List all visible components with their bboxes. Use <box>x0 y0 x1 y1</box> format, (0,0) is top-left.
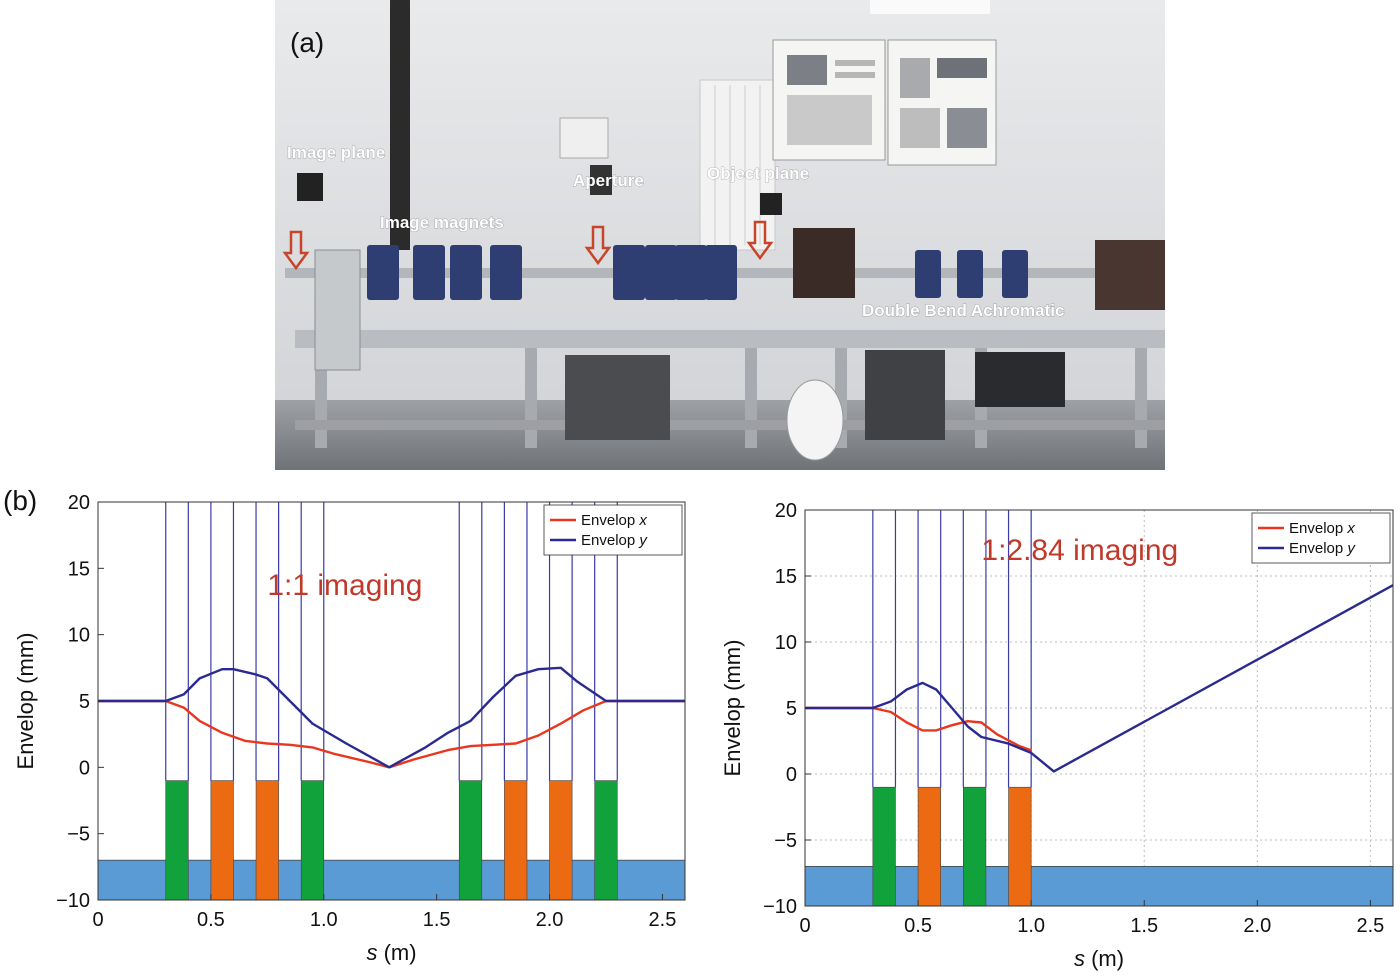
monitor <box>975 352 1065 407</box>
chart1-x-tick-label-0: 0 <box>799 915 810 937</box>
chart0-magnet-4 <box>458 780 483 901</box>
chart1-x-axis-title: s (m) <box>1074 946 1124 971</box>
chart0-series-envelop-x <box>98 699 685 769</box>
dipole-magnet-1 <box>793 228 855 298</box>
chart1-y-tick-label-2: 0 <box>786 764 797 786</box>
chart1-magnet-2 <box>963 786 987 907</box>
chart0-beamline-band <box>97 859 686 901</box>
wall-posters <box>772 39 997 166</box>
floor <box>275 400 1165 470</box>
wall-pipe <box>390 0 410 250</box>
chart1-x-tick-label-1: 0.5 <box>904 915 932 937</box>
envelope-chart-1to1: 0 0.5 1.0 1.5 2.0 2.5 −10 −5 0 5 10 15 20 s (m) Envelo… <box>13 492 686 965</box>
chart0-y-tick-label-0: −10 <box>56 890 90 912</box>
chart0-y-tick-label-5: 15 <box>68 558 90 580</box>
chart1-series-envelop-y <box>805 584 1394 773</box>
chart0-y-tick-label-6: 20 <box>68 492 90 514</box>
chart0-y-tick-label-2: 0 <box>79 757 90 779</box>
support-bench <box>295 330 1165 448</box>
chart1-x-tick-label-2: 1.0 <box>1017 915 1045 937</box>
chart1-x-tick-label-5: 2.5 <box>1356 915 1384 937</box>
chart1-y-axis-title: Envelop (mm) <box>720 640 745 777</box>
chart0-x-axis-title: s (m) <box>366 940 416 965</box>
lab-photo-panel: (a) Image plane Image magnets Aperture O… <box>275 0 1165 470</box>
aperture-device <box>590 165 612 195</box>
chart0-legend-label-0: Envelop x <box>581 512 647 529</box>
panel-a-label: (a) <box>290 27 324 58</box>
chart1-legend-label-1: Envelop y <box>1289 540 1356 557</box>
annot-aperture: Aperture <box>573 171 644 190</box>
envelope-charts: (b) 0 0.5 1.0 1.5 2.0 2.5 −10 −5 0 5 10 15 20 s (m) En… <box>3 485 1394 971</box>
chart1-legend <box>1251 512 1391 564</box>
chart0-magnet-2 <box>255 780 279 901</box>
chart0-magnet-7 <box>594 780 618 901</box>
chart1-x-tick-label-3: 1.5 <box>1130 915 1158 937</box>
chart1-y-tick-label-0: −10 <box>763 896 797 918</box>
image-magnets <box>367 245 1028 300</box>
chart1-magnet-3 <box>1008 786 1032 907</box>
chart0-x-tick-label-2: 1.0 <box>310 909 338 931</box>
chart0-y-tick-label-4: 10 <box>68 625 90 647</box>
chart0-magnet-6 <box>549 780 573 901</box>
radiator <box>699 79 776 251</box>
chart0-legend-label-1: Envelop y <box>581 532 648 549</box>
chart0-x-tick-label-5: 2.5 <box>649 909 677 931</box>
chart0-magnet-0 <box>165 780 189 901</box>
chart0-series-envelop-y <box>98 666 685 769</box>
image-chamber <box>314 249 361 371</box>
chart0-x-tick-label-1: 0.5 <box>197 909 225 931</box>
chart1-series-envelop-x <box>805 706 1032 752</box>
panel-b-label: (b) <box>3 485 37 516</box>
chart1-y-tick-label-1: −5 <box>774 830 797 852</box>
annot-double-bend-achromatic: Double Bend Achromatic <box>862 301 1064 320</box>
chart0-imaging-label: 1:1 imaging <box>267 569 422 602</box>
chart0-magnet-3 <box>300 780 325 901</box>
electronics-rack-left <box>565 355 670 440</box>
chart0-x-tick-label-0: 0 <box>92 909 103 931</box>
chart1-magnet-0 <box>872 786 896 907</box>
chart0-y-tick-label-1: −5 <box>67 824 90 846</box>
ceiling-light <box>870 0 990 14</box>
chart1-legend-label-0: Envelop x <box>1289 520 1355 537</box>
chart0-magnet-5 <box>504 780 528 901</box>
lab-photo: (a) Image plane Image magnets Aperture O… <box>275 0 1165 470</box>
object-plane-camera <box>760 193 782 215</box>
annot-image-plane: Image plane <box>287 143 385 162</box>
chart1-y-tick-label-5: 15 <box>775 566 797 588</box>
annot-object-plane: Object plane <box>707 164 809 183</box>
chart1-beamline-band <box>804 865 1394 907</box>
chart1-y-tick-label-6: 20 <box>775 500 797 522</box>
envelope-chart-1to2-84: 0 0.5 1.0 1.5 2.0 2.5 −10 −5 0 5 10 15 20 s (m) Envelo… <box>720 500 1394 971</box>
electrical-box <box>559 117 609 159</box>
chart0-x-tick-label-3: 1.5 <box>423 909 451 931</box>
annot-image-magnets: Image magnets <box>380 213 504 232</box>
chart0-x-tick-label-4: 2.0 <box>536 909 564 931</box>
chart1-magnet-1 <box>917 786 941 907</box>
chart0-magnet-1 <box>210 780 234 901</box>
vacuum-pump <box>786 379 844 461</box>
chart1-y-tick-label-4: 10 <box>775 632 797 654</box>
red-arrow-icon <box>282 220 774 271</box>
chart0-legend <box>543 504 683 556</box>
chart1-x-tick-label-4: 2.0 <box>1243 915 1271 937</box>
chart0-y-axis-title: Envelop (mm) <box>13 633 38 770</box>
chart1-imaging-label: 1:2.84 imaging <box>981 534 1178 567</box>
image-plane-camera <box>297 173 323 201</box>
chart0-y-tick-label-3: 5 <box>79 691 90 713</box>
electronics-rack-right <box>865 350 945 440</box>
chart1-y-tick-label-3: 5 <box>786 698 797 720</box>
dipole-magnet-2 <box>1095 240 1165 310</box>
